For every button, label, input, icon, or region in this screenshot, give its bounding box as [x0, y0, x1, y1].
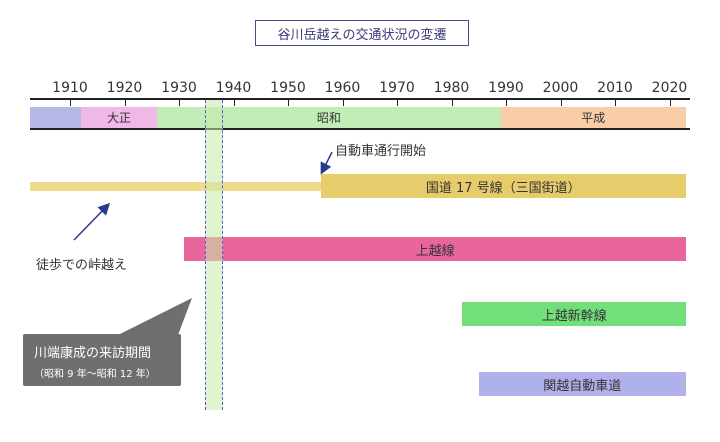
route-bar-0: 国道 17 号線（三国街道） [320, 174, 686, 198]
era-segment-0 [30, 107, 81, 128]
route-bar-1: 上越線 [184, 237, 686, 261]
tick-mark-1940 [233, 98, 235, 106]
tick-label-1940: 1940 [215, 80, 252, 96]
walking-arrow [73, 202, 111, 241]
tick-label-2020: 2020 [651, 80, 688, 96]
visit-callout-subtitle: （昭和 9 年〜昭和 12 年） [34, 369, 156, 380]
era-segment-3: 平成 [500, 107, 686, 128]
tick-mark-2010 [615, 98, 616, 106]
route-label-0: 国道 17 号線（三国街道） [425, 180, 581, 196]
tick-mark-1950 [288, 98, 289, 106]
tick-label-1910: 1910 [52, 80, 88, 96]
era-segment-2: 昭和 [157, 107, 501, 128]
tick-mark-2000 [560, 98, 562, 106]
route-label-2: 上越新幹線 [541, 308, 607, 324]
tick-mark-1960 [342, 98, 344, 106]
era-segment-1: 大正 [80, 107, 158, 128]
tick-label-1950: 1950 [270, 80, 306, 96]
callout-pointer [118, 298, 192, 335]
axis-line-top [30, 98, 690, 100]
walking-label: 徒歩での峠越え [36, 258, 128, 273]
tick-mark-1980 [451, 98, 453, 106]
tick-label-1980: 1980 [433, 80, 470, 96]
foot-path-bar [30, 182, 321, 191]
tick-mark-1920 [124, 98, 126, 106]
route-bar-3: 関越自動車道 [478, 372, 686, 396]
tick-label-2000: 2000 [542, 80, 579, 96]
car-traffic-label: 自動車通行開始 [335, 144, 427, 159]
diagram-title: 谷川岳越えの交通状況の変遷 [255, 20, 469, 46]
route-label-1: 上越線 [415, 243, 455, 259]
route-label-3: 関越自動車道 [543, 378, 622, 394]
tick-label-2010: 2010 [597, 80, 633, 96]
tick-mark-1990 [506, 98, 507, 106]
tick-mark-2020 [669, 98, 671, 106]
tick-label-1920: 1920 [106, 80, 143, 96]
tick-mark-1910 [70, 98, 71, 106]
axis-line-bottom [30, 128, 690, 130]
tick-label-1960: 1960 [324, 80, 361, 96]
route-bar-2: 上越新幹線 [462, 302, 686, 326]
tick-mark-1930 [179, 98, 180, 106]
tick-mark-1970 [397, 98, 398, 106]
tick-label-1970: 1970 [379, 80, 415, 96]
visit-callout-title: 川端康成の来訪期間 [34, 346, 152, 361]
visit-callout: 川端康成の来訪期間 （昭和 9 年〜昭和 12 年） [23, 334, 181, 386]
visit-period-band [205, 100, 223, 410]
tick-label-1930: 1930 [161, 80, 197, 96]
car-traffic-arrow [320, 151, 333, 175]
tick-label-1990: 1990 [488, 80, 524, 96]
